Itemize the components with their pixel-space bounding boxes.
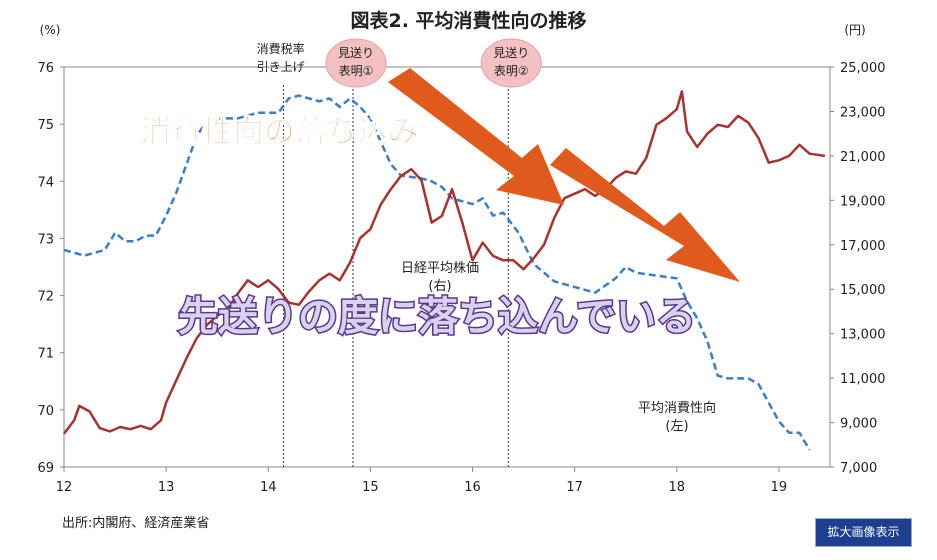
y-right-unit: (円) — [844, 23, 865, 37]
overlay-text-purple: 先送りの度に落ち込んでいる — [178, 294, 696, 340]
x-tick-label: 19 — [771, 480, 788, 495]
y-right-tick-label: 17,000 — [840, 239, 886, 254]
event-label-line2: 引き上げ — [257, 60, 305, 74]
y-left-unit: (%) — [40, 23, 61, 37]
x-tick-label: 12 — [56, 480, 73, 495]
event-label-line1: 見送り — [493, 45, 529, 60]
arrow-decline-1 — [388, 68, 564, 205]
source-note: 出所:内閣府、経済産業省 — [62, 516, 210, 531]
series-label-consumption: 平均消費性向 — [638, 400, 716, 416]
y-left-tick-label: 76 — [37, 61, 54, 76]
arrow-decline-2 — [550, 148, 740, 282]
y-left-tick-label: 75 — [37, 118, 54, 133]
expand-image-button[interactable]: 拡大画像表示 — [815, 518, 912, 547]
y-right-tick-label: 11,000 — [840, 372, 886, 387]
series-label-nikkei: 日経平均株価 — [401, 261, 479, 276]
nikkei-average-line — [63, 90, 826, 435]
series-label-nikkei-axis: (右) — [428, 279, 451, 294]
consumption-propensity-line — [63, 94, 811, 451]
x-tick-label: 16 — [464, 480, 481, 495]
series-label-consumption-axis: (左) — [665, 419, 688, 434]
y-left-tick-label: 69 — [37, 461, 54, 476]
y-left-tick-label: 72 — [37, 290, 54, 305]
chart-title: 図表2. 平均消費性向の推移 — [350, 10, 587, 32]
x-tick-label: 14 — [260, 480, 277, 495]
x-tick-label: 17 — [566, 480, 583, 495]
y-right-tick-label: 15,000 — [840, 283, 886, 298]
x-tick-label: 15 — [362, 480, 379, 495]
y-right-tick-label: 13,000 — [840, 328, 886, 343]
y-right-tick-label: 21,000 — [840, 150, 886, 165]
event-bubble — [480, 38, 542, 88]
plot-area — [63, 66, 831, 468]
event-label-line1: 見送り — [338, 45, 374, 60]
y-right-tick-label: 23,000 — [840, 105, 886, 120]
y-right-tick-label: 25,000 — [840, 61, 886, 76]
y-right-tick-label: 7,000 — [840, 461, 877, 476]
y-left-tick-label: 73 — [37, 232, 54, 247]
y-left-tick-label: 70 — [37, 404, 54, 419]
y-left-tick-label: 74 — [37, 175, 54, 190]
x-tick-label: 18 — [669, 480, 686, 495]
event-label-line1: 消費税率 — [257, 41, 305, 56]
y-left-tick-label: 71 — [37, 347, 54, 362]
event-label-line2: 表明② — [494, 64, 529, 78]
x-tick-label: 13 — [158, 480, 175, 495]
y-right-tick-label: 9,000 — [840, 417, 877, 432]
event-label-line2: 表明① — [339, 64, 374, 78]
overlay-text-orange: 消費性向の落ち込み — [140, 114, 419, 150]
y-right-tick-label: 19,000 — [840, 194, 886, 209]
event-bubble — [325, 38, 387, 88]
